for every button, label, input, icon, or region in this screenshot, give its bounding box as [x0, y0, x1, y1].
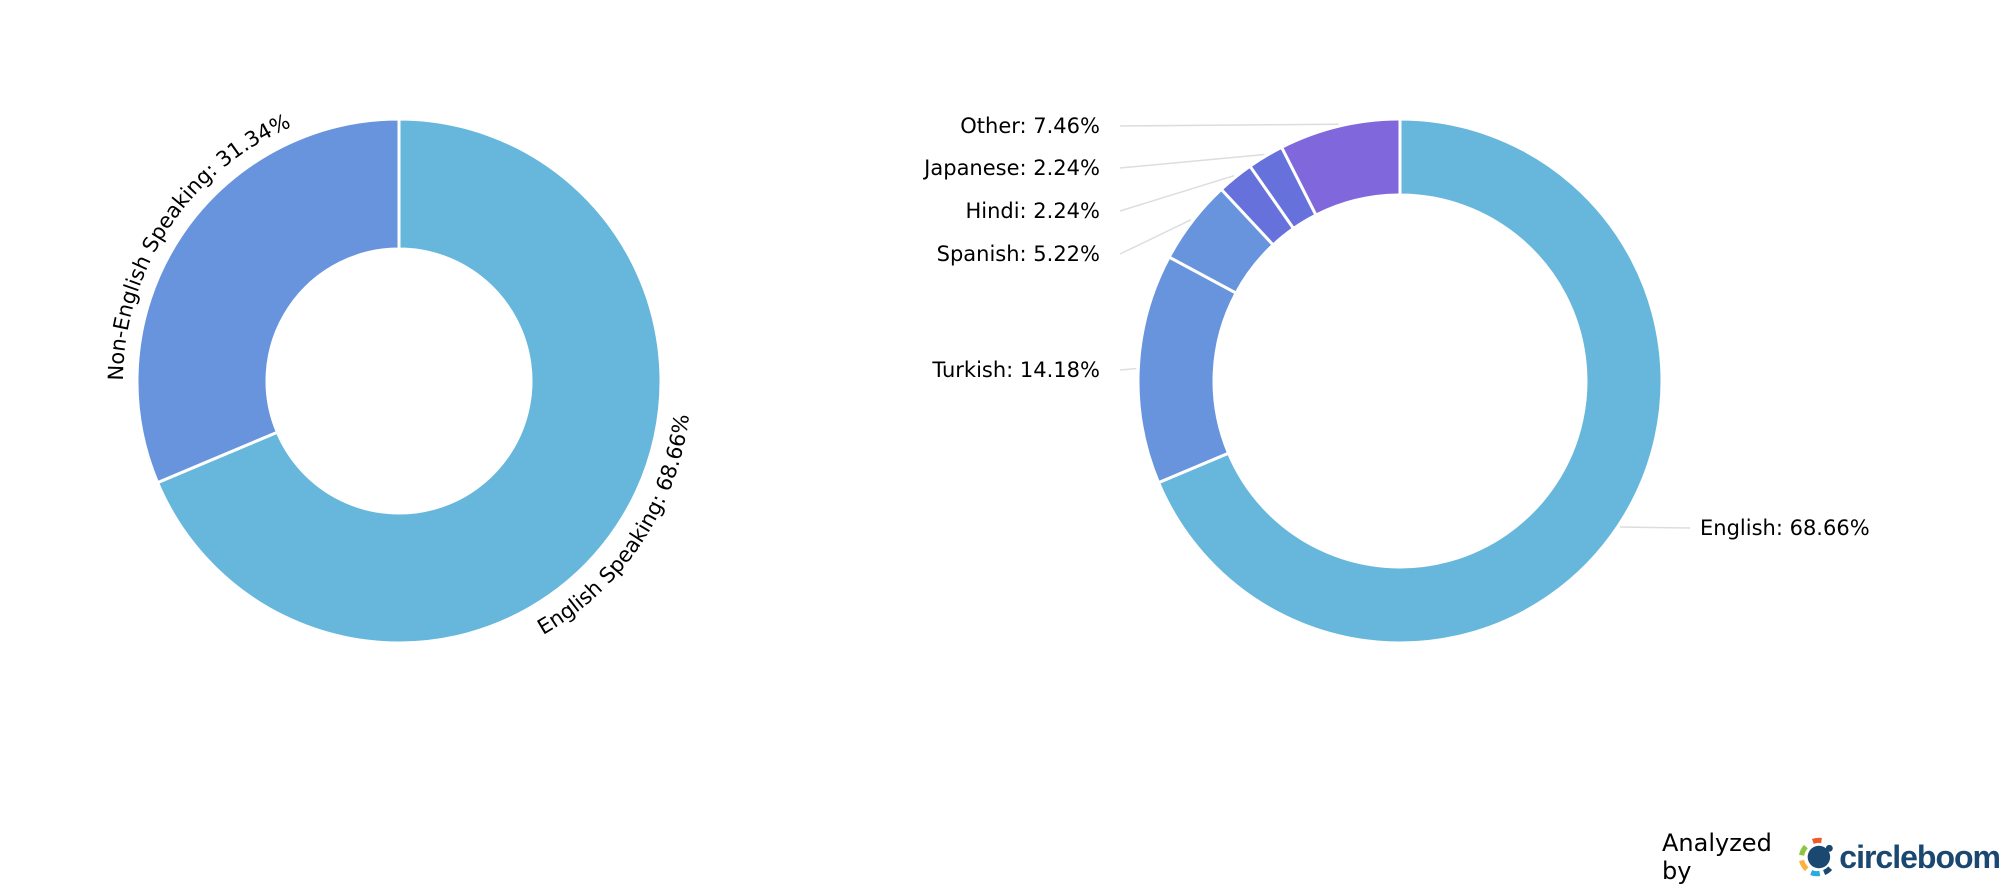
donut-chart-2: English: 68.66% Turkish: 14.18% Spanish: 5…	[922, 114, 1870, 645]
donut-chart-1: English Speaking: 68.66%Non-English Spea…	[104, 109, 694, 645]
slice-turkish[interactable]	[1136, 255, 1239, 485]
slice-non-english-speaking[interactable]	[135, 117, 401, 485]
slice-english-speaking[interactable]	[155, 117, 663, 645]
leader-line	[1619, 526, 1691, 529]
slice-label-turkish: Turkish: 14.18%	[931, 358, 1100, 382]
circleboom-logo-icon	[1799, 837, 1833, 877]
slice-label-english: English: 68.66%	[1700, 516, 1870, 540]
slice-label-other: Other: 7.46%	[960, 114, 1100, 138]
leader-line	[1119, 153, 1265, 169]
leader-line	[1119, 123, 1339, 127]
leader-line	[1119, 174, 1235, 212]
slice-other[interactable]	[1279, 117, 1402, 218]
slice-label-spanish: Spanish: 5.22%	[937, 242, 1100, 266]
analyzed-by-credit: Analyzed by circleboom	[1662, 829, 2000, 885]
slice-label-japanese: Japanese: 2.24%	[922, 156, 1100, 180]
slice-label-hindi: Hindi: 2.24%	[965, 199, 1100, 223]
leader-line	[1119, 219, 1192, 255]
slice-english[interactable]	[1156, 117, 1664, 645]
circleboom-brand: circleboom	[1839, 838, 2000, 875]
leader-line	[1119, 367, 1137, 371]
